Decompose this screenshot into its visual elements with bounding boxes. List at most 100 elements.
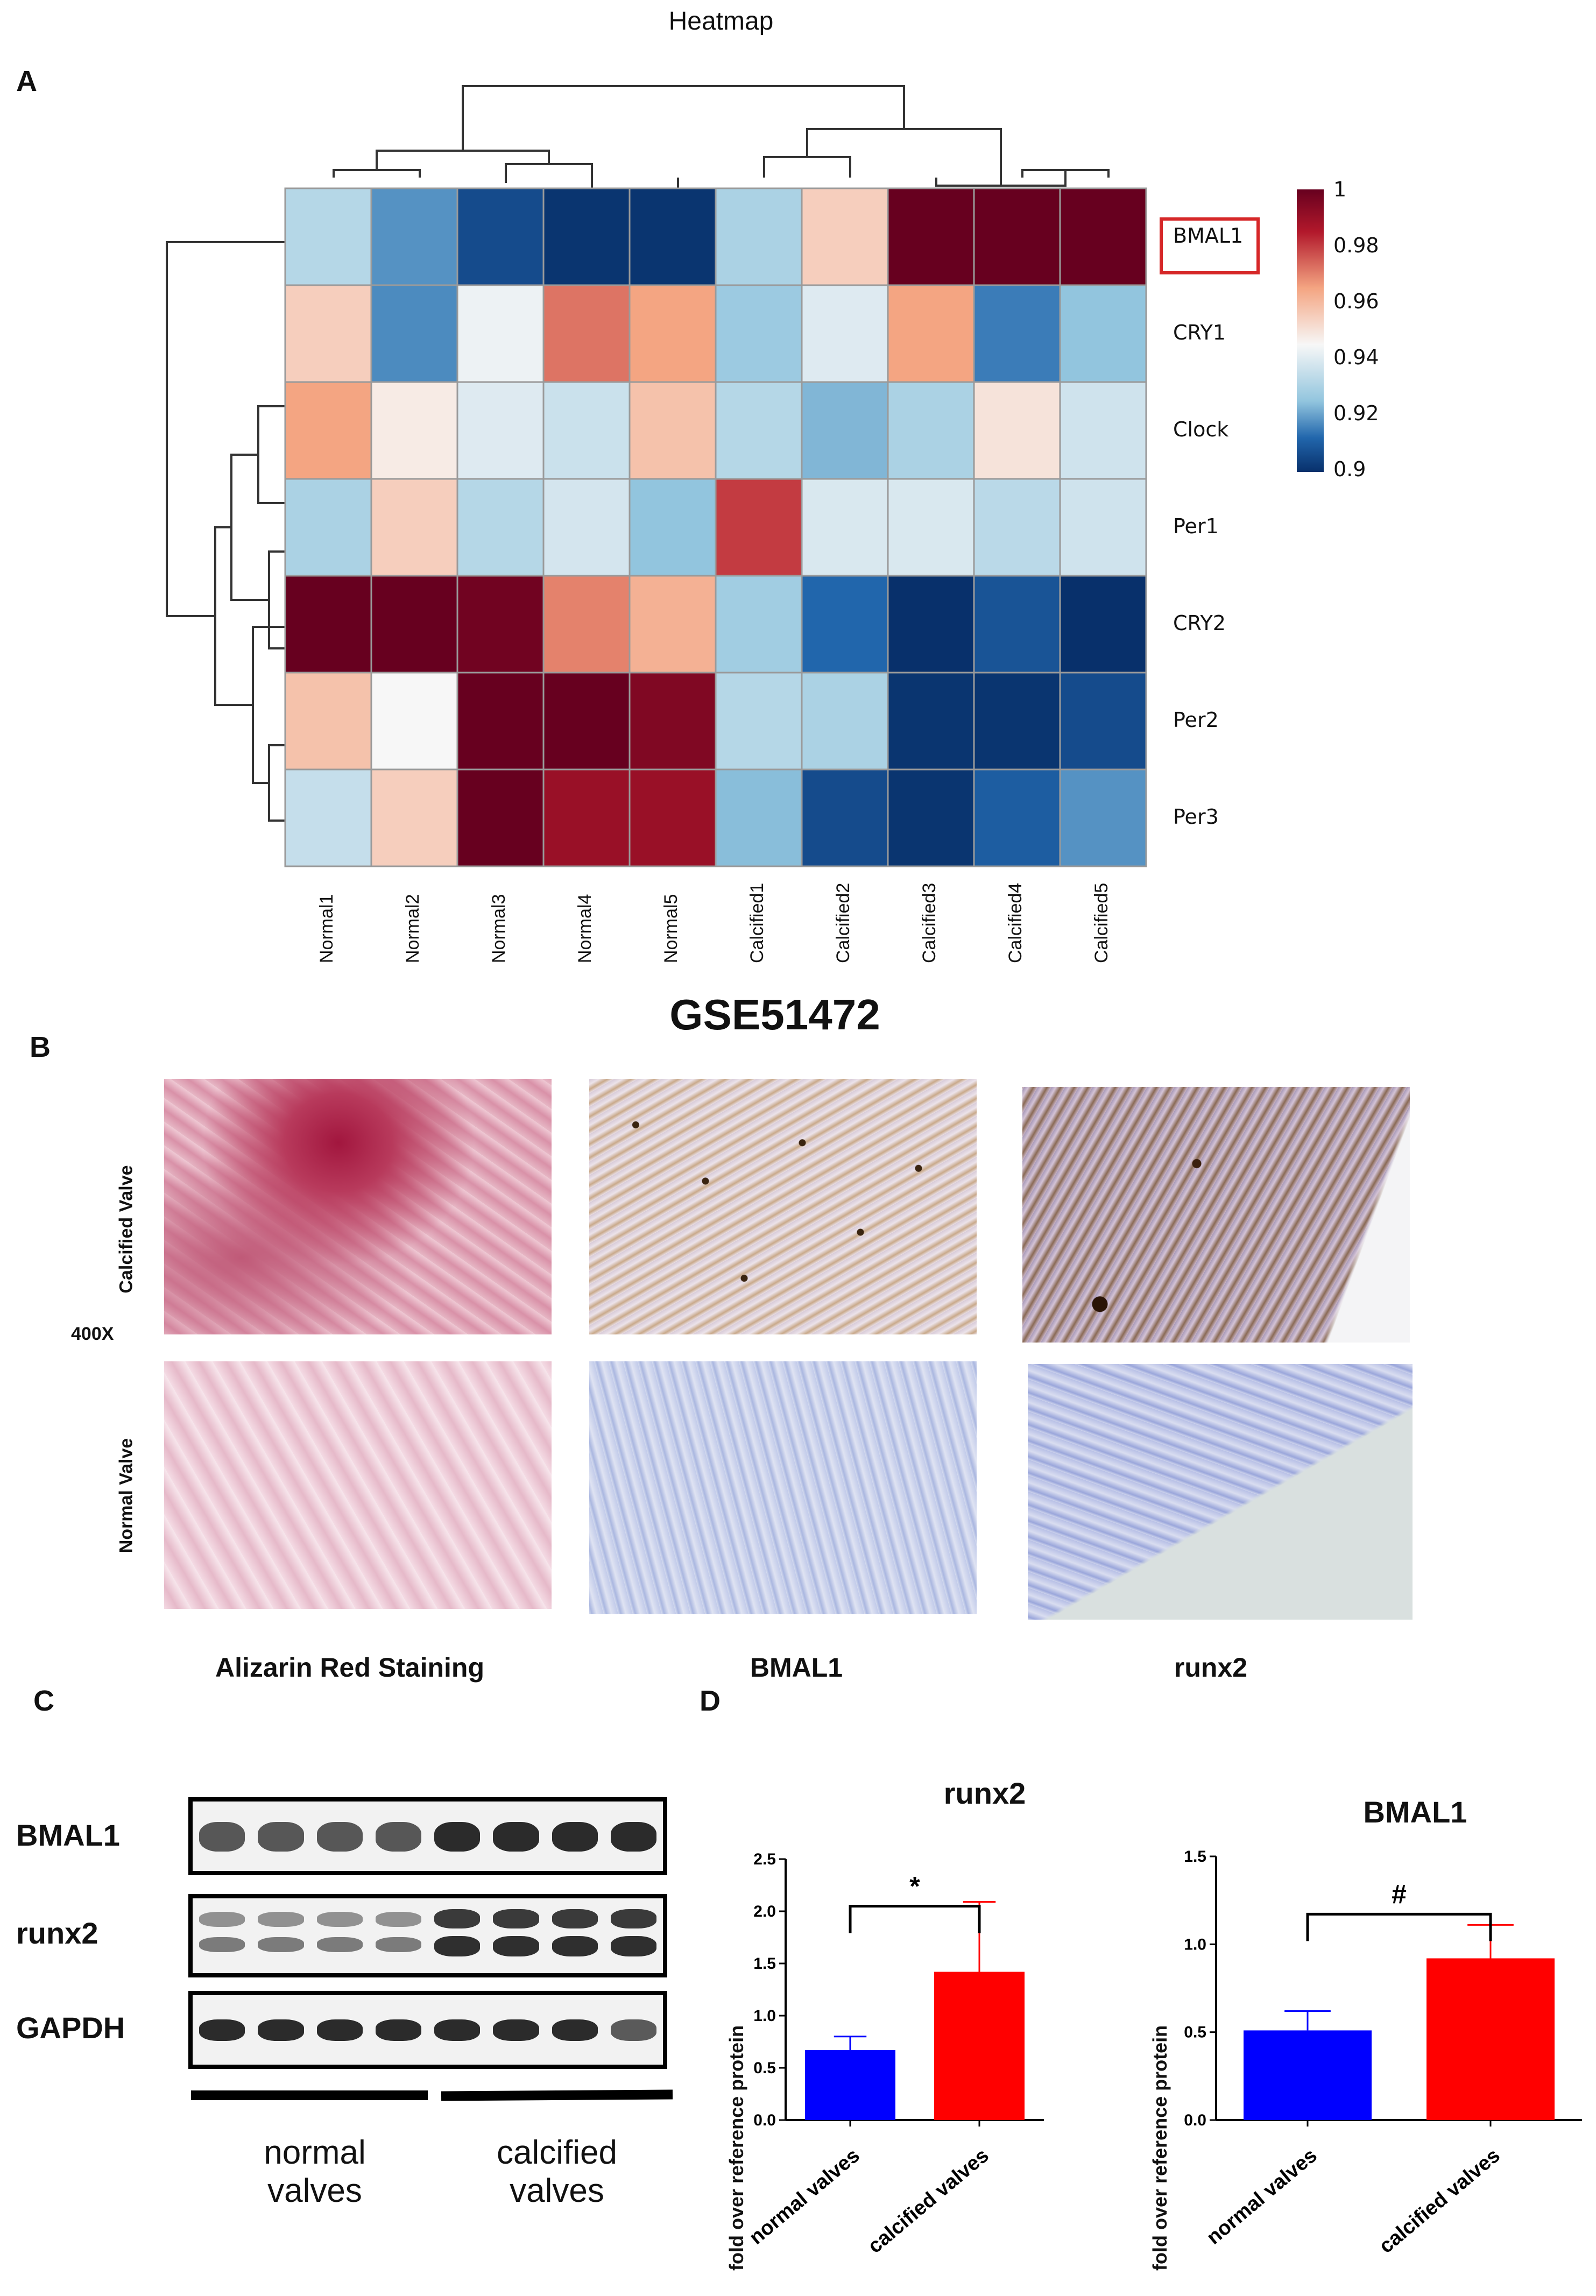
magnification-label: 400X (71, 1324, 114, 1344)
panel-b-letter: B (30, 1031, 51, 1063)
col-label-runx2: runx2 (1174, 1652, 1248, 1683)
blot-band (552, 1822, 598, 1852)
normal-alizarin-image (164, 1361, 552, 1609)
significance-bracket (849, 1905, 981, 1933)
heatmap-cell-CRY2-Normal5 (628, 575, 717, 674)
y-tick-label: 1.0 (753, 2007, 776, 2025)
significance-marker: * (909, 1871, 920, 1902)
heatmap-cell-Per1-Normal3 (456, 478, 545, 577)
heatmap-svg (166, 85, 1324, 867)
heatmap-cell-Per3-Calcified1 (715, 768, 803, 867)
bar-chart-2-title: BMAL1 (1363, 1795, 1467, 1829)
blot-band (552, 2019, 598, 2041)
heatmap-cell-Clock-Normal2 (370, 381, 458, 480)
heatmap-cell-Per2-Normal3 (456, 672, 545, 771)
heatmap-cell-CRY2-Calcified1 (715, 575, 803, 674)
calcified-alizarin-image (164, 1079, 552, 1334)
heatmap-cell-Clock-Normal1 (284, 381, 372, 480)
group-label-normal: normal valves (264, 2134, 366, 2210)
blot-band (610, 1936, 656, 1956)
blot-band (199, 2019, 245, 2041)
heatmap-col-label: Calcified5 (1091, 882, 1112, 963)
blot-band (434, 1936, 481, 1956)
heatmap-cell-CRY1-Normal3 (456, 284, 545, 383)
blot-band (552, 1909, 598, 1928)
y-tick-label: 1.0 (1184, 1935, 1206, 1953)
blot-band (316, 2019, 363, 2041)
heatmap-col-label: Normal2 (402, 894, 423, 963)
blot-band (434, 1822, 481, 1852)
heatmap-cell-CRY2-Normal2 (370, 575, 458, 674)
heatmap-cell-Per2-Normal5 (628, 672, 717, 771)
bar-chart-1-title: runx2 (943, 1776, 1026, 1810)
blot-band (199, 1912, 245, 1927)
blot-band (610, 1909, 656, 1928)
heatmap-col-label: Normal5 (661, 894, 681, 963)
heatmap-cell-CRY1-Calcified4 (973, 284, 1061, 383)
blot-band (434, 2019, 481, 2041)
color-scale-tick: 1 (1333, 178, 1347, 201)
blot-runx2 (188, 1894, 667, 1977)
blot-label-bmal1: BMAL1 (16, 1818, 120, 1852)
normal-runx2-image (1028, 1364, 1413, 1620)
heatmap-cell-BMAL1-Normal5 (628, 187, 717, 286)
heatmap-cell-CRY2-Calcified5 (1059, 575, 1147, 674)
heatmap-row-label: Clock (1173, 418, 1229, 441)
heatmap-cell-CRY1-Calcified2 (801, 284, 889, 383)
heatmap-cell-CRY2-Calcified3 (887, 575, 975, 674)
heatmap-row-label: Per1 (1173, 514, 1219, 538)
heatmap-col-label: Calcified4 (1005, 882, 1026, 963)
heatmap-title: Heatmap (668, 7, 774, 36)
heatmap-cell-BMAL1-Calcified2 (801, 187, 889, 286)
calcified-bmal1-image (589, 1079, 977, 1334)
y-tick-label: 1.5 (1184, 1848, 1206, 1866)
heatmap-cell-CRY1-Normal4 (542, 284, 631, 383)
x-tick-label: calcified valves (864, 2144, 993, 2258)
blot-band (258, 2019, 304, 2041)
blot-band (316, 1937, 363, 1952)
heatmap-cell-Per3-Normal4 (542, 768, 631, 867)
group-label-calcified: calcified valves (497, 2134, 617, 2210)
blot-band (493, 2019, 539, 2041)
blot-gapdh (188, 1991, 667, 2069)
color-scale-bar (1297, 189, 1324, 472)
heatmap-col-label: Calcified3 (919, 882, 940, 963)
y-tick-label: 2.0 (753, 1903, 776, 1920)
color-scale-tick: 0.96 (1333, 289, 1379, 313)
heatmap-cell-Per2-Normal1 (284, 672, 372, 771)
calcified-group-bar (441, 2089, 673, 2101)
color-scale-tick: 0.92 (1333, 401, 1379, 425)
blot-band (316, 1822, 363, 1852)
blot-band (258, 1937, 304, 1952)
heatmap-cell-Clock-Calcified5 (1059, 381, 1147, 480)
heatmap-cell-Clock-Normal5 (628, 381, 717, 480)
heatmap-row-label: BMAL1 (1173, 224, 1244, 248)
col-label-bmal1: BMAL1 (750, 1652, 843, 1683)
blot-label-runx2: runx2 (16, 1916, 98, 1950)
heatmap-col-label: Normal3 (489, 894, 509, 963)
bar-calcified-valves (1426, 1958, 1555, 2120)
heatmap-cell-Per1-Calcified2 (801, 478, 889, 577)
heatmap-cell-Per2-Calcified3 (887, 672, 975, 771)
blot-band (375, 1822, 421, 1852)
color-scale-tick: 0.98 (1333, 234, 1379, 257)
heatmap-col-label: Normal4 (575, 894, 595, 963)
heatmap-cell-BMAL1-Normal4 (542, 187, 631, 286)
heatmap-cell-Clock-Calcified2 (801, 381, 889, 480)
row-label-calcified: Calcified Valve (116, 1165, 137, 1294)
blot-band (375, 1937, 421, 1952)
col-label-alizarin: Alizarin Red Staining (215, 1652, 485, 1683)
blot-band (493, 1909, 539, 1928)
heatmap-cell-Clock-Calcified4 (973, 381, 1061, 480)
heatmap-cell-CRY1-Calcified1 (715, 284, 803, 383)
normal-bmal1-image (589, 1361, 977, 1614)
heatmap-col-label: Calcified1 (747, 882, 767, 963)
heatmap-cell-Per1-Calcified4 (973, 478, 1061, 577)
color-scale-tick: 0.9 (1333, 457, 1366, 481)
blot-band (552, 1936, 598, 1956)
bar-chart-1-ylabel: fold over reference protein (725, 2025, 747, 2271)
heatmap-cell-Per1-Normal4 (542, 478, 631, 577)
heatmap-cell-Per2-Calcified2 (801, 672, 889, 771)
blot-band (493, 1936, 539, 1956)
heatmap-cell-Per3-Normal5 (628, 768, 717, 867)
